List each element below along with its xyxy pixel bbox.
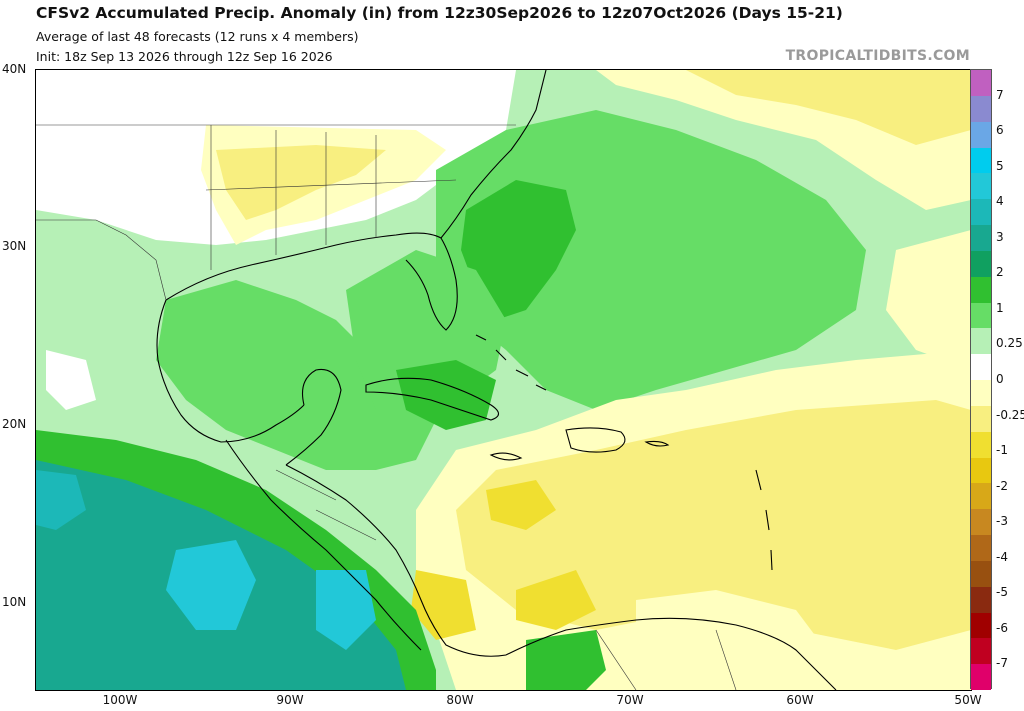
colorbar-label: -2 — [996, 478, 1008, 493]
coastlines — [156, 70, 837, 690]
dry-zone-caribbean-peak-3 — [411, 570, 476, 640]
dry-zone-southeast-us-core — [216, 145, 386, 220]
colorbar-segment — [971, 276, 991, 303]
colorbar-segment — [971, 380, 991, 407]
wet-zone-gulf — [156, 280, 436, 470]
wet-zone-cuba-core — [396, 360, 496, 430]
chart-title: CFSv2 Accumulated Precip. Anomaly (in) f… — [36, 4, 843, 22]
colorbar — [970, 69, 992, 691]
political-borders — [36, 124, 737, 690]
coastline-jamaica — [489, 452, 523, 461]
dry-zone-north-atlantic-core — [686, 70, 971, 145]
colorbar-segment — [971, 70, 991, 97]
colorbar-segment — [971, 483, 991, 510]
coastline-yucatan — [285, 368, 342, 466]
wet-zone-east-pacific-peak-2 — [316, 570, 376, 650]
colorbar-label: -6 — [996, 620, 1008, 635]
dry-zone-caribbean-peak-1 — [486, 480, 556, 530]
neutral-zone-mexico — [46, 350, 96, 410]
colorbar-label: -3 — [996, 514, 1008, 529]
colorbar-segment — [971, 147, 991, 174]
colorbar-segment — [971, 612, 991, 639]
lat-label-30n: 30N — [2, 239, 27, 253]
dry-zone-caribbean-peak-2 — [516, 570, 596, 630]
colorbar-label: -4 — [996, 549, 1008, 564]
coastline-cuba — [365, 377, 500, 421]
lon-label-70w: 70W — [616, 693, 644, 707]
colorbar-segment — [971, 638, 991, 665]
coastline-pacific-central-america — [225, 439, 422, 651]
coastline-gulf-us — [165, 232, 458, 331]
wet-zone-east-pacific-peak-3 — [36, 470, 86, 530]
dry-zone-north-atlantic-2 — [886, 230, 971, 370]
colorbar-label: -7 — [996, 656, 1008, 671]
colorbar-label: 5 — [996, 158, 1004, 173]
wet-zone-atlantic-core — [461, 180, 576, 320]
lon-label-60w: 60W — [786, 693, 814, 707]
border-us-states-5 — [205, 179, 457, 191]
chart-subtitle-average: Average of last 48 forecasts (12 runs x … — [36, 29, 359, 44]
coastline-hispaniola — [565, 427, 626, 453]
coastline-atlantic-us — [440, 70, 547, 239]
colorbar-segment — [971, 405, 991, 433]
colorbar-segment — [971, 354, 991, 381]
colorbar-segment — [971, 560, 991, 588]
colorbar-label: -1 — [996, 443, 1008, 458]
brand-watermark: TROPICALTIDBITS.COM — [785, 48, 970, 64]
coastline-south-america — [505, 617, 837, 690]
colorbar-segment — [971, 431, 991, 458]
lat-label-10n: 10N — [2, 595, 27, 609]
wet-zone-east-pacific-peak-1 — [166, 540, 256, 630]
colorbar-segment — [971, 199, 991, 226]
coastline-lesser-antilles — [755, 469, 773, 571]
colorbar-segment — [971, 121, 991, 148]
neutral-zone-south-america — [636, 590, 826, 690]
colorbar-segment — [971, 586, 991, 613]
colorbar-label: 4 — [996, 194, 1004, 209]
colorbar-label: 0 — [996, 372, 1004, 386]
colorbar-label: 1 — [996, 300, 1004, 315]
wet-zone-colombia — [526, 630, 606, 690]
colorbar-segment — [971, 664, 991, 691]
colorbar-segment — [971, 225, 991, 252]
chart-subtitle-init: Init: 18z Sep 13 2026 through 12z Sep 16… — [36, 49, 333, 64]
colorbar-segment — [971, 328, 991, 355]
colorbar-label: 7 — [996, 87, 1004, 102]
colorbar-label: 0.25 — [996, 336, 1023, 351]
colorbar-segment — [971, 173, 991, 200]
coastline-central-america — [285, 464, 507, 657]
colorbar-label: -5 — [996, 585, 1008, 600]
lat-label-20n: 20N — [2, 417, 27, 431]
precip-anomaly-map — [35, 69, 972, 691]
lon-label-80w: 80W — [446, 693, 474, 707]
border-central-america-1 — [275, 469, 337, 501]
border-south-america-2 — [715, 629, 737, 690]
colorbar-segment — [971, 302, 991, 329]
colorbar-segment — [971, 509, 991, 536]
border-us-mexico — [36, 219, 167, 301]
colorbar-segment — [971, 535, 991, 562]
colorbar-label: 3 — [996, 229, 1004, 244]
coastline-bahamas — [475, 334, 547, 391]
lon-label-90w: 90W — [276, 693, 304, 707]
border-south-america-1 — [595, 629, 637, 690]
border-central-america-2 — [315, 509, 377, 541]
colorbar-label: 6 — [996, 123, 1004, 138]
colorbar-segment — [971, 250, 991, 278]
wet-zone-atlantic — [436, 110, 866, 410]
lon-label-100w: 100W — [102, 693, 138, 707]
coastline-puerto-rico — [644, 440, 670, 447]
colorbar-label: -0.25 — [996, 407, 1024, 422]
colorbar-segment — [971, 95, 991, 123]
lon-label-50w: 50W — [954, 693, 982, 707]
colorbar-segment — [971, 457, 991, 484]
lat-label-40n: 40N — [2, 62, 27, 76]
colorbar-label: 2 — [996, 265, 1004, 280]
coastline-mexico — [156, 299, 305, 443]
